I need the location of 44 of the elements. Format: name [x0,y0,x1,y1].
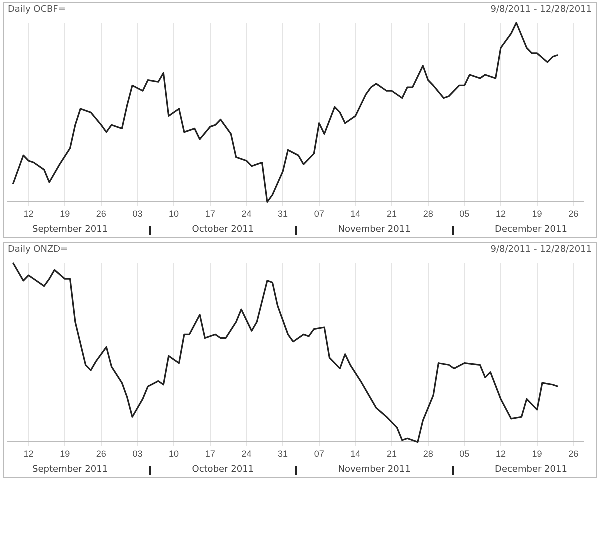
chart-title: Daily ONZD= [8,245,68,255]
x-tick-label: 31 [278,449,288,460]
x-tick-label: 19 [60,449,70,460]
text: September 2011 [32,465,108,475]
x-tick-label: 19 [532,209,542,220]
x-tick-label: 12 [496,209,506,220]
x-tick-label: 17 [205,449,216,460]
x-tick-label: 31 [278,209,288,220]
x-tick-label: 19 [60,209,70,220]
x-tick-label: 21 [386,449,398,460]
x-tick-label: 12 [496,449,506,460]
x-tick-label: 24 [242,209,252,220]
x-tick-label: 07 [314,449,324,460]
x-tick-label: 12 [24,209,34,220]
x-tick-label: 26 [96,449,106,460]
x-tick-label: 05 [460,449,470,460]
x-tick-label: 26 [568,449,579,460]
x-tick-label: 28 [423,449,434,460]
text: October 2011 [192,225,254,235]
x-tick-label: 12 [24,449,34,460]
x-tick-label: 07 [314,209,324,220]
x-tick-label: 14 [350,209,361,220]
x-tick-label: 03 [132,209,143,220]
x-tick-label: 26 [568,209,579,220]
x-tick-label: 05 [460,209,470,220]
x-tick-label: 10 [169,209,180,220]
text: November 2011 [338,225,411,235]
text: October 2011 [192,465,254,475]
chart-title: Daily OCBF= [8,5,66,15]
text: September 2011 [32,225,108,235]
text: December 2011 [495,225,568,235]
x-tick-label: 21 [386,209,398,220]
x-tick-label: 10 [169,449,180,460]
x-tick-label: 24 [242,449,252,460]
chart-subtitle: 9/8/2011 - 12/28/2011 [490,245,592,255]
x-tick-label: 28 [423,209,434,220]
x-tick-label: 03 [132,449,143,460]
x-tick-label: 26 [96,209,106,220]
text: December 2011 [495,465,568,475]
x-tick-label: 17 [205,209,216,220]
chart-subtitle: 9/8/2011 - 12/28/2011 [490,5,592,15]
x-tick-label: 19 [532,449,542,460]
text: November 2011 [338,465,411,475]
x-tick-label: 14 [350,449,361,460]
